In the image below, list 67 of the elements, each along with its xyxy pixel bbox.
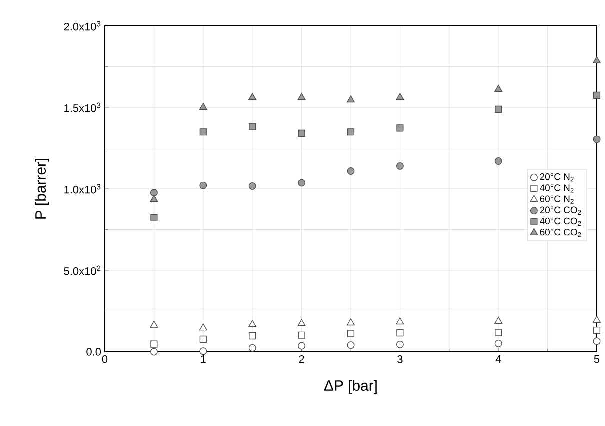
legend-label: 20°C CO$_{2}$: [540, 206, 582, 215]
y-tick-label: 2.0x10$^{3}$: [64, 21, 101, 31]
point: [150, 320, 158, 328]
x-tick-label: 2: [299, 356, 304, 364]
point: [298, 319, 306, 326]
point: [396, 124, 404, 132]
x-tick-label: 0: [102, 356, 108, 364]
point: [249, 332, 256, 340]
x-tick-label: 5: [594, 356, 600, 364]
x-tick-label: 4: [496, 356, 502, 364]
point: [200, 128, 207, 136]
point: [347, 330, 355, 338]
point: [593, 338, 601, 346]
point: [200, 336, 207, 343]
point: [347, 342, 355, 350]
y-tick-label: 5.0x10$^{2}$: [64, 266, 101, 276]
point: [200, 182, 208, 190]
legend-label: 40°C N$_{2}$: [540, 184, 574, 193]
y-tick-label: 0.0: [86, 348, 102, 356]
point: [347, 318, 355, 326]
point: [248, 320, 257, 328]
legend-label: 20°C N$_{2}$: [540, 174, 574, 182]
point: [593, 316, 601, 323]
x-axis-title: ΔP [bar]: [324, 380, 377, 394]
x-tick-label: 1: [201, 356, 206, 364]
point: [200, 348, 208, 356]
point: [298, 342, 306, 350]
point: [593, 326, 601, 334]
point: [593, 56, 601, 64]
point: [248, 344, 256, 352]
point: [593, 92, 601, 99]
point: [298, 93, 306, 100]
legend-label: 40°C CO$_{2}$: [540, 218, 582, 226]
point: [248, 182, 256, 190]
point: [494, 158, 502, 166]
point: [347, 167, 355, 175]
point: [593, 136, 601, 144]
point: [298, 179, 306, 187]
y-tick-label: 1.5x10$^{3}$: [64, 102, 101, 112]
point: [298, 130, 306, 137]
point: [347, 128, 355, 136]
point: [396, 340, 404, 348]
point: [494, 85, 503, 92]
point: [495, 106, 502, 113]
y-tick-label: 1.0x10$^{3}$: [64, 184, 101, 194]
point: [396, 93, 404, 100]
point: [396, 162, 404, 170]
point: [150, 189, 158, 197]
y-axis-title: P [barrer]: [35, 158, 49, 219]
point: [248, 93, 257, 100]
point: [150, 195, 158, 202]
point: [396, 330, 404, 337]
point: [494, 316, 503, 324]
point: [495, 329, 502, 336]
point: [150, 214, 158, 222]
legend-label: 60°C N$_{2}$: [540, 196, 574, 204]
point: [150, 340, 158, 348]
legend-label: 60°C CO$_{2}$: [540, 228, 582, 238]
point: [298, 332, 306, 339]
point: [396, 318, 404, 325]
point: [199, 324, 208, 331]
point: [249, 123, 256, 130]
point: [347, 96, 355, 103]
point: [150, 348, 158, 356]
point: [199, 102, 208, 110]
x-tick-label: 3: [398, 356, 403, 364]
point: [494, 340, 502, 348]
